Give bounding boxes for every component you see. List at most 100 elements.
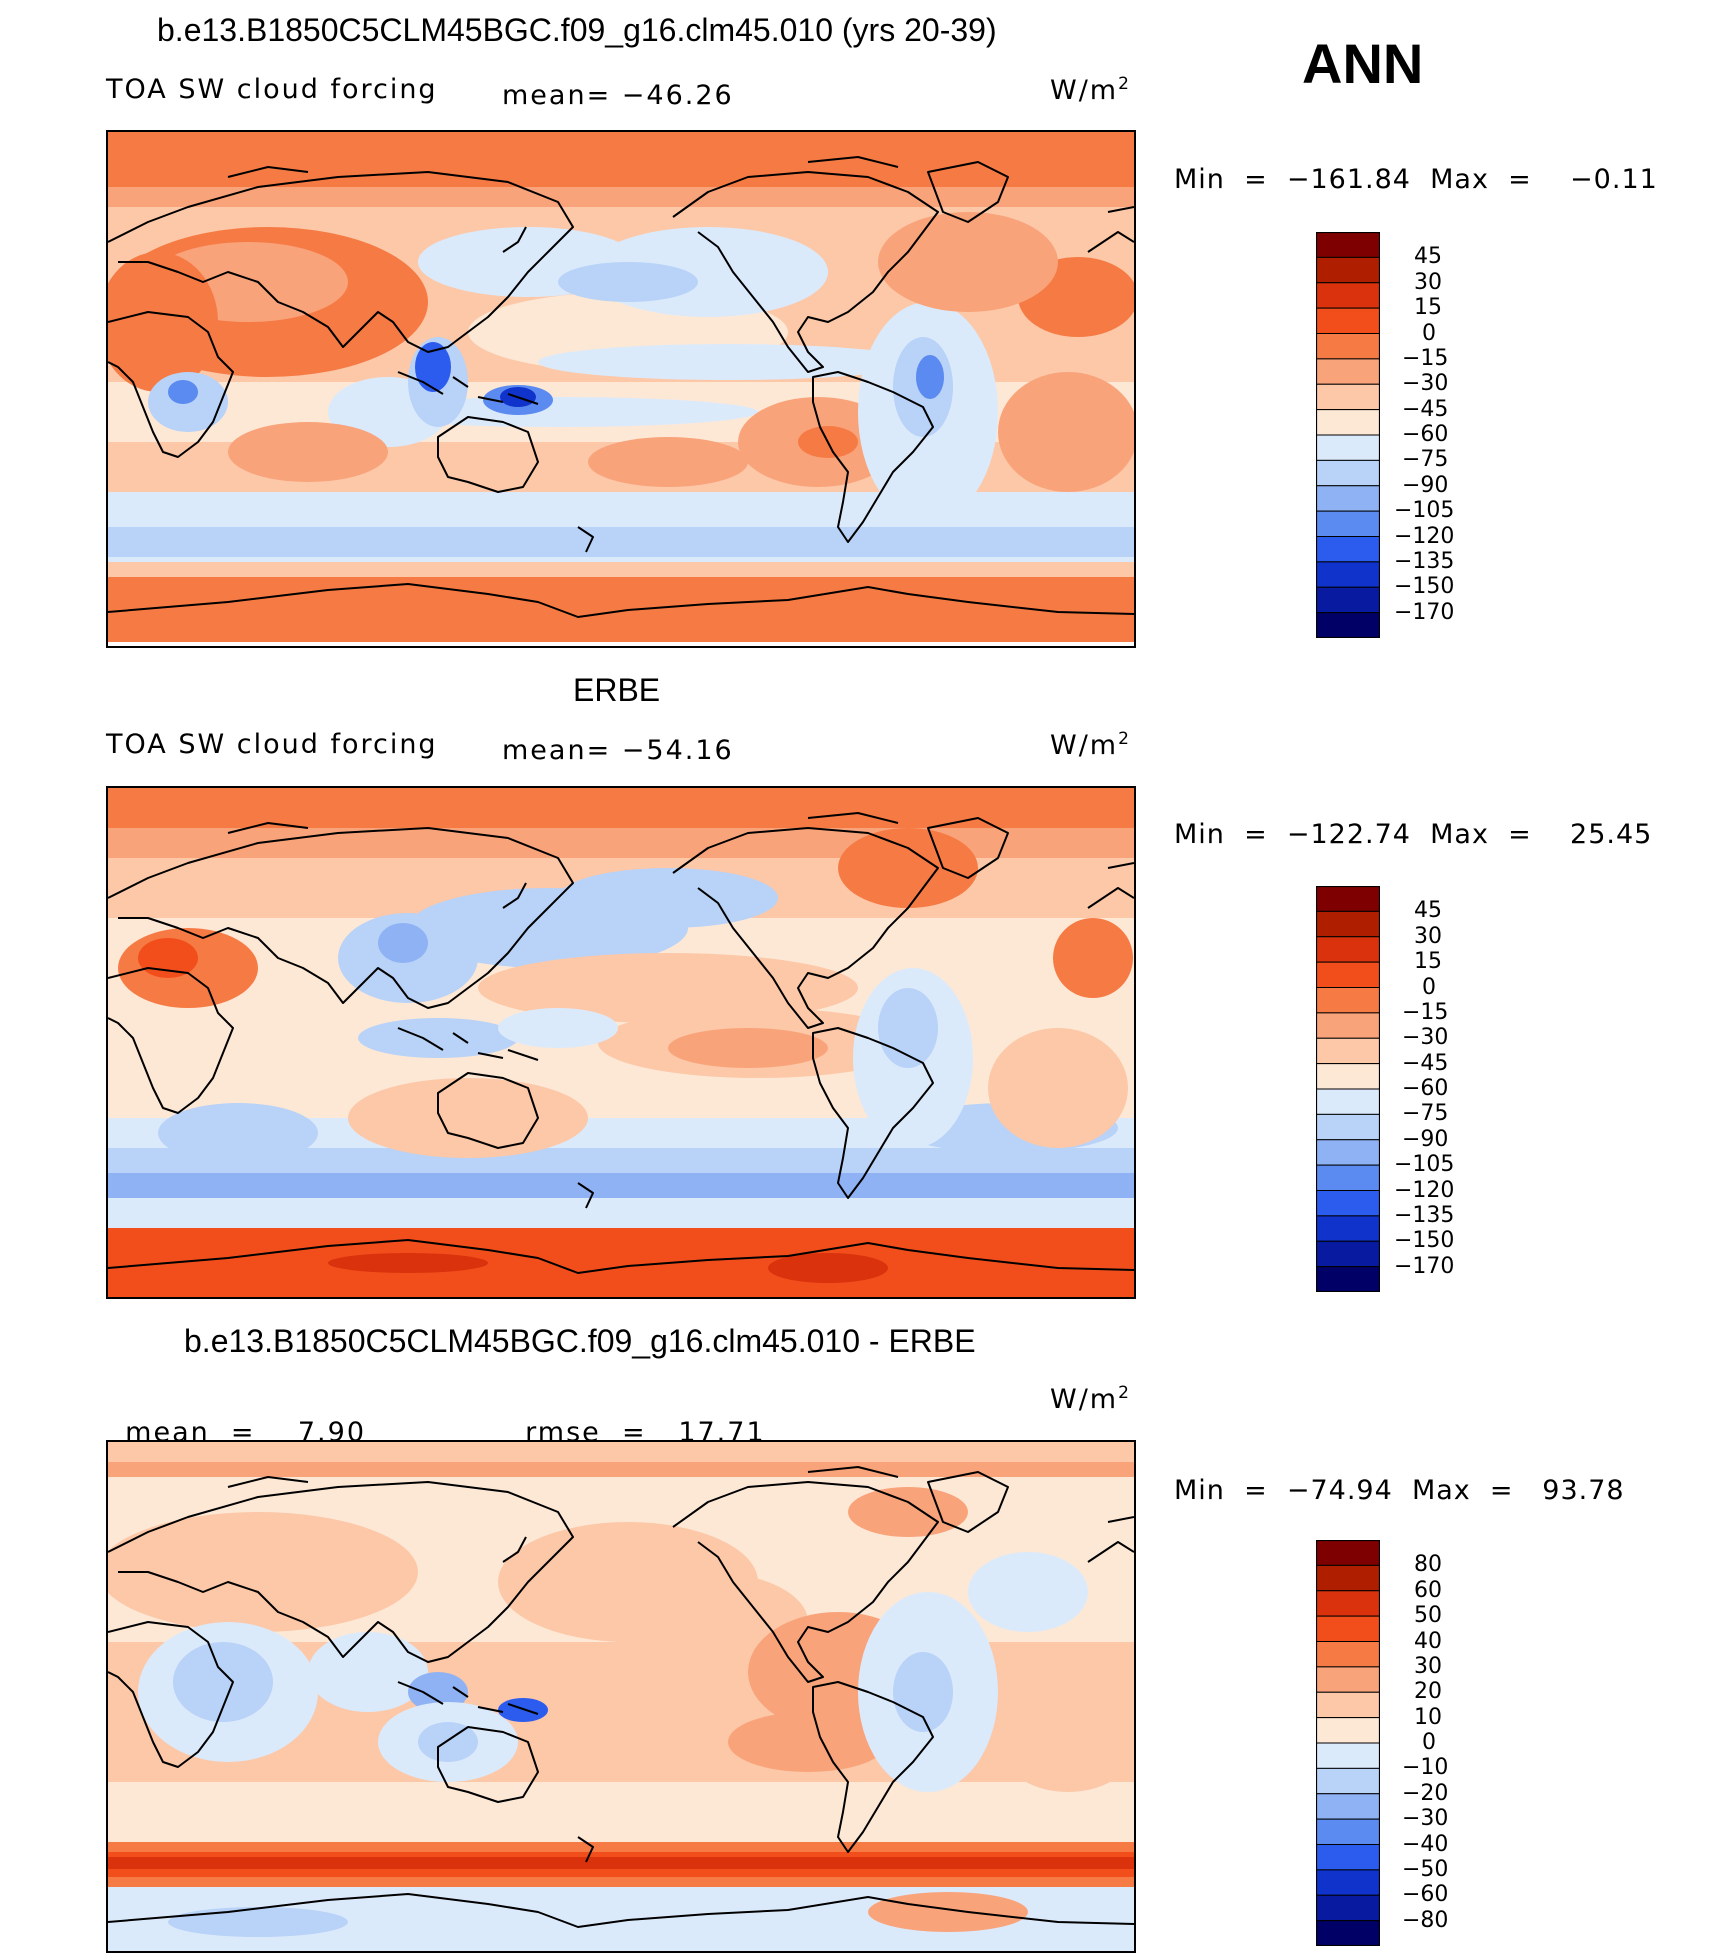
field-blob — [498, 1008, 618, 1048]
colorbar-segment — [1316, 586, 1380, 614]
panel1-mean-value: −46.26 — [621, 80, 734, 111]
panel1-units: W/m2 — [1050, 75, 1131, 106]
colorbar-tick-label: −30 — [1402, 1025, 1449, 1051]
field-blob — [228, 422, 388, 482]
colorbar-tick-label: −75 — [1402, 447, 1449, 473]
field-blob — [588, 437, 748, 487]
field-blob — [868, 1892, 1028, 1932]
colorbar-segment — [1316, 961, 1380, 988]
colorbar-segment — [1316, 1266, 1380, 1293]
field-blob — [728, 1712, 888, 1772]
coastline — [812, 1027, 934, 1199]
coastline — [1087, 1541, 1134, 1563]
colorbar-tick-label: 30 — [1414, 1653, 1442, 1679]
panel3-minmax: Min = −74.94 Max = 93.78 — [1174, 1475, 1625, 1506]
colorbar-segment — [1316, 1037, 1380, 1065]
coastline — [108, 171, 574, 353]
coastlines — [108, 1466, 1134, 1928]
colorbar-tick-label: −90 — [1402, 1126, 1449, 1152]
field-blob — [916, 355, 944, 399]
panel2-units-exp: 2 — [1118, 729, 1131, 749]
field-band — [108, 1462, 1134, 1477]
coastline — [437, 1726, 539, 1803]
field-blob — [893, 1652, 953, 1732]
field-band — [108, 527, 1134, 557]
colorbar-tick-label: 0 — [1422, 320, 1436, 346]
colorbar-tick-label: −135 — [1394, 1202, 1455, 1228]
coastline — [577, 1836, 594, 1863]
field-blob — [878, 212, 1058, 312]
colorbar-segment — [1316, 612, 1380, 639]
field-blob — [138, 938, 198, 978]
field-blob — [168, 380, 198, 404]
colorbar-tick-label: −150 — [1394, 1228, 1455, 1254]
colorbar-segment — [1316, 1641, 1380, 1668]
colorbar-tick-label: 45 — [1414, 898, 1442, 924]
season-label: ANN — [1302, 32, 1424, 95]
colorbar-segment — [1316, 256, 1380, 284]
field-blob — [538, 344, 918, 380]
colorbar-tick-label: 15 — [1414, 949, 1442, 975]
panel1-mean-label: mean= — [502, 80, 612, 111]
colorbar-tick-label: −45 — [1402, 396, 1449, 422]
panel2-colorbar: 45 30 15 0 −15 −30 −45 −60 −75 −90 −105 −120 −135 −15… — [1315, 885, 1454, 1293]
coastline — [227, 166, 309, 178]
field-blob — [415, 342, 451, 392]
panel3-mean: mean = 7.90 — [104, 1392, 366, 1446]
colorbar-segment — [1316, 987, 1380, 1014]
coastline — [1107, 206, 1134, 213]
colorbar-segment — [1316, 485, 1380, 512]
panel2-mean-value: −54.16 — [621, 735, 734, 766]
coastline — [927, 161, 1009, 223]
colorbar-segment — [1316, 333, 1380, 360]
panel1-units-base: W/m — [1050, 75, 1119, 106]
colorbar-segment — [1316, 1691, 1380, 1719]
colorbar-segment — [1316, 1215, 1380, 1242]
panel2-variable: TOA SW cloud forcing — [106, 729, 438, 760]
panel1-title: b.e13.B1850C5CLM45BGC.f09_g16.clm45.010 … — [157, 12, 997, 48]
colorbar-segment — [1316, 536, 1380, 563]
colorbar-segment — [1316, 231, 1380, 258]
field-blob — [418, 1722, 478, 1762]
coastline — [1107, 862, 1134, 869]
field-blob — [668, 1028, 828, 1068]
panel1-colorbar: 45 30 15 0 −15 −30 −45 −60 −75 −90 −105 −120 −135 −15… — [1315, 231, 1454, 639]
panel1-variable: TOA SW cloud forcing — [106, 74, 438, 105]
coastlines — [108, 812, 1134, 1274]
colorbar-segment — [1316, 1139, 1380, 1166]
colorbar-tick-label: −90 — [1402, 472, 1449, 498]
panel1-mean: mean= −46.26 — [502, 82, 734, 109]
field-blob — [998, 372, 1134, 492]
coastline — [108, 967, 234, 1114]
colorbar-segment — [1316, 434, 1380, 461]
coastline — [812, 1681, 934, 1853]
panel3-units-exp: 2 — [1118, 1383, 1131, 1403]
field-band — [108, 1857, 1134, 1869]
field-blob — [108, 252, 218, 392]
coastline — [1087, 887, 1134, 909]
field-blob — [173, 1642, 273, 1722]
coastline — [108, 583, 1134, 618]
colorbar-segment — [1316, 510, 1380, 537]
colorbar-segment — [1316, 1869, 1380, 1896]
coastline — [108, 1481, 574, 1663]
field-blob — [308, 1632, 428, 1712]
panel1-map — [106, 130, 1136, 648]
colorbar-tick-label: −60 — [1402, 422, 1449, 447]
panel2-map — [106, 786, 1136, 1299]
colorbar-tick-label: −135 — [1394, 548, 1455, 574]
colorbar-segment — [1316, 936, 1380, 963]
colorbar-tick-label: 80 — [1414, 1552, 1442, 1578]
colorbar-tick-label: 0 — [1422, 974, 1436, 1000]
field-band — [108, 1173, 1134, 1198]
coastline — [108, 827, 574, 1009]
colorbar-tick-label: −120 — [1394, 1177, 1455, 1203]
field-band — [108, 187, 1134, 207]
panel2-mean: mean= −54.16 — [502, 737, 734, 764]
colorbar-tick-label: −15 — [1402, 345, 1449, 371]
colorbar-segment — [1316, 1666, 1380, 1693]
field-blob — [1053, 918, 1133, 998]
colorbar-segment — [1316, 1767, 1380, 1795]
colorbar-segment — [1316, 1063, 1380, 1090]
coastline — [577, 526, 594, 553]
